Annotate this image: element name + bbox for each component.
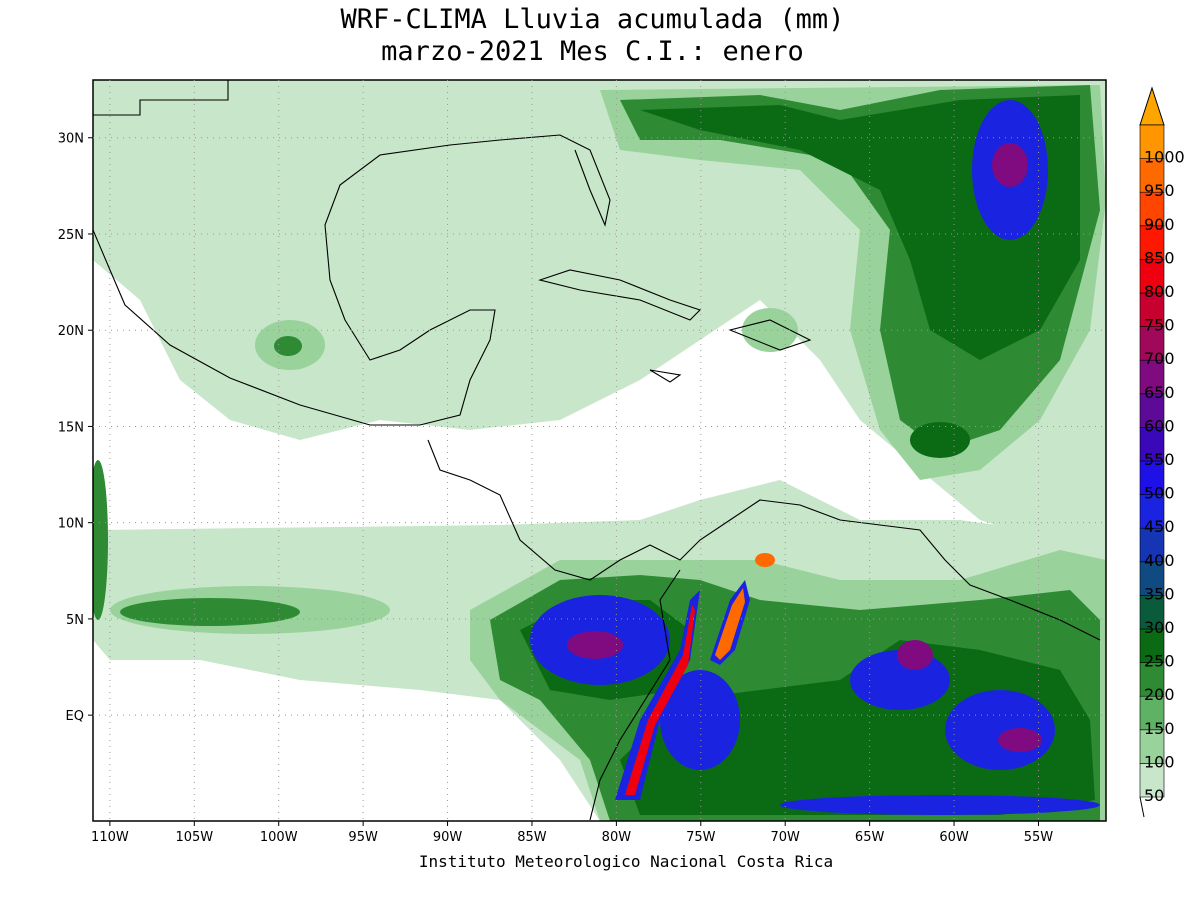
legend-swatch: [1139, 326, 1165, 361]
x-tick-label: 85W: [517, 830, 547, 845]
rain-shading-purple: [567, 143, 1042, 752]
coastlines: [93, 80, 1101, 821]
legend-swatch: [1139, 191, 1165, 227]
legend-over-arrow: [1139, 86, 1165, 126]
legend-swatch: [1139, 427, 1165, 462]
y-tick-label: EQ: [66, 709, 84, 724]
y-tick-label: 30N: [58, 132, 84, 147]
legend-label: 900: [1144, 215, 1175, 234]
y-tick-label: 5N: [66, 613, 84, 628]
x-tick-label: 100W: [260, 830, 298, 845]
legend-swatch: [1139, 494, 1165, 529]
x-tick-label: 75W: [686, 830, 716, 845]
legend-label: 300: [1144, 618, 1175, 637]
legend-label: 450: [1144, 517, 1175, 536]
legend-label: 500: [1144, 484, 1175, 503]
legend-swatch: [1139, 393, 1165, 428]
map-title-line2: marzo-2021 Mes C.I.: enero: [381, 36, 804, 67]
legend-swatch: [1139, 527, 1165, 563]
map-plot-area: [93, 80, 1106, 821]
legend-label: 200: [1144, 685, 1175, 704]
color-legend: 50 100 150 200 250 300 350 400 450 500 550 600 650 70…: [1139, 86, 1185, 818]
legend-label: 550: [1144, 450, 1175, 469]
legend-swatch: [1139, 695, 1165, 731]
x-tick-label: 110W: [91, 830, 129, 845]
legend-under-tail: [1139, 796, 1145, 818]
andes-rain-band: [615, 553, 775, 800]
legend-label: 600: [1144, 416, 1175, 435]
longitude-axis: 110W 105W 100W 95W 90W 85W 80W 75W 70W 65W 60W 55W: [91, 821, 1053, 845]
legend-swatch: [1139, 225, 1165, 260]
legend-swatch: [1139, 662, 1165, 697]
legend-swatch: [1139, 259, 1165, 294]
legend-swatch: [1139, 124, 1165, 159]
legend-label: 950: [1144, 181, 1175, 200]
legend-label: 350: [1144, 584, 1175, 603]
latitude-axis: 30N 25N 20N 15N 10N 5N EQ: [58, 132, 93, 724]
legend-swatch: [1139, 460, 1165, 495]
legend-swatch: [1139, 763, 1165, 798]
legend-label: 750: [1144, 316, 1175, 335]
legend-swatch: [1139, 595, 1165, 630]
legend-label: 700: [1144, 349, 1175, 368]
legend-swatch: [1139, 729, 1165, 764]
x-tick-label: 70W: [771, 830, 801, 845]
credit-text: Instituto Meteorologico Nacional Costa R…: [418, 852, 834, 871]
x-tick-label: 90W: [433, 830, 463, 845]
legend-label: 250: [1144, 652, 1175, 671]
legend-label: 850: [1144, 248, 1175, 267]
y-tick-label: 20N: [58, 324, 84, 339]
y-tick-label: 15N: [58, 420, 84, 435]
legend-label: 400: [1144, 551, 1175, 570]
x-tick-label: 105W: [175, 830, 213, 845]
legend-label: 650: [1144, 383, 1175, 402]
legend-label: 50: [1144, 786, 1164, 805]
legend-label: 100: [1144, 752, 1175, 771]
x-tick-label: 55W: [1024, 830, 1054, 845]
map-frame: [92, 79, 1107, 822]
x-tick-label: 80W: [602, 830, 632, 845]
y-tick-label: 25N: [58, 228, 84, 243]
legend-swatch: [1139, 561, 1165, 596]
legend-label: 1000: [1144, 148, 1185, 167]
legend-swatch: [1139, 628, 1165, 663]
map-title-line1: WRF-CLIMA Lluvia acumulada (mm): [340, 4, 845, 35]
x-tick-label: 60W: [939, 830, 969, 845]
legend-label: 150: [1144, 719, 1175, 738]
legend-label: 800: [1144, 282, 1175, 301]
lat-lon-grid: [93, 80, 1106, 821]
x-tick-label: 65W: [855, 830, 885, 845]
y-tick-label: 10N: [58, 517, 84, 532]
x-tick-label: 95W: [348, 830, 378, 845]
